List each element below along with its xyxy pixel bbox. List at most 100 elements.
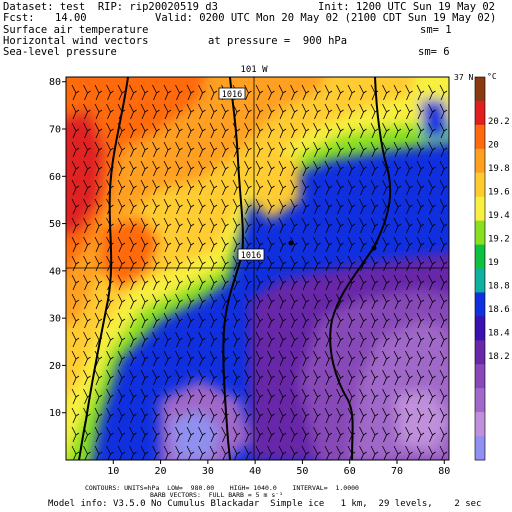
colorbar-swatch: [475, 292, 485, 317]
wind-barb: [232, 312, 241, 329]
wind-barb: [278, 103, 287, 120]
wind-barb: [278, 350, 287, 367]
x-tick-label: 70: [391, 466, 403, 477]
wind-barb: [255, 388, 264, 405]
wind-barb: [290, 445, 298, 460]
wind-barb: [232, 236, 241, 253]
wind-barb: [94, 141, 103, 158]
wind-barb: [439, 426, 448, 443]
wind-barb: [198, 369, 206, 386]
wind-barb: [370, 274, 379, 291]
wind-barb: [359, 293, 367, 310]
wind-barb: [313, 103, 321, 120]
wind-barb: [405, 388, 413, 405]
wind-barb: [152, 350, 160, 367]
wind-barb: [324, 122, 333, 139]
wind-barb: [439, 141, 448, 158]
wind-barb: [405, 255, 413, 272]
wind-barb: [416, 160, 425, 177]
wind-barb: [198, 236, 206, 253]
wind-barb: [347, 236, 356, 253]
wind-barb: [232, 217, 241, 234]
wind-barb: [347, 312, 356, 329]
wind-barb: [255, 122, 264, 139]
wind-barb: [336, 236, 344, 253]
wind-barb: [244, 293, 252, 310]
wind-barb: [336, 350, 344, 367]
wind-barb: [163, 445, 172, 460]
wind-barb: [267, 103, 275, 120]
wind-barb: [175, 179, 183, 196]
wind-barb: [382, 217, 390, 234]
wind-barb: [175, 274, 183, 291]
wind-barb: [152, 160, 160, 177]
wind-barb: [347, 369, 356, 386]
wind-barb: [439, 103, 448, 120]
wind-barb: [324, 160, 333, 177]
wind-barb: [255, 312, 264, 329]
wind-barb: [439, 255, 448, 272]
wind-barb: [117, 426, 126, 443]
wind-barb: [117, 160, 126, 177]
wind-barb: [290, 426, 298, 443]
wind-barb: [370, 331, 379, 348]
wind-barb: [313, 179, 321, 196]
wind-barb: [209, 198, 218, 215]
x-tick-label: 50: [296, 466, 308, 477]
wind-barb: [175, 255, 183, 272]
wind-barb: [393, 407, 402, 424]
wind-barb: [382, 103, 390, 120]
wind-barb: [416, 331, 425, 348]
y-tick-label: 80: [49, 77, 61, 88]
wind-barb: [370, 141, 379, 158]
wind-barb: [71, 388, 80, 405]
wind-barb: [405, 217, 413, 234]
wind-barb: [186, 198, 195, 215]
wind-barb: [152, 179, 160, 196]
wind-barb: [163, 331, 172, 348]
wind-barb: [106, 388, 114, 405]
wind-barb: [267, 407, 275, 424]
wind-barb: [290, 255, 298, 272]
fcst-label: Fcst:: [3, 12, 35, 24]
field-name-1: Surface air temperature: [3, 24, 149, 36]
latitude-label: 37 N: [454, 73, 473, 82]
wind-barb: [83, 103, 91, 120]
wind-barb: [359, 179, 367, 196]
wind-barb: [83, 293, 91, 310]
wind-barb: [359, 141, 367, 158]
wind-barb: [186, 388, 195, 405]
wind-barb: [83, 198, 91, 215]
x-tick-label: 40: [249, 466, 261, 477]
wind-barb: [94, 426, 103, 443]
wind-barb: [244, 312, 252, 329]
wind-barb: [428, 388, 436, 405]
wind-barb: [94, 217, 103, 234]
wind-barb: [278, 407, 287, 424]
wind-barb: [267, 84, 275, 101]
wind-barb: [255, 179, 264, 196]
wind-barb: [129, 407, 137, 424]
wind-barb: [198, 426, 206, 443]
wind-barb: [405, 331, 413, 348]
wind-barb: [278, 160, 287, 177]
wind-barb: [416, 312, 425, 329]
wind-barb: [393, 103, 402, 120]
wind-barb: [140, 331, 149, 348]
wind-barb: [370, 445, 379, 460]
wind-barb: [393, 331, 402, 348]
wind-barb: [301, 160, 310, 177]
wind-barb: [140, 350, 149, 367]
wind-barb: [416, 122, 425, 139]
wind-barb: [129, 274, 137, 291]
wind-barb: [244, 274, 252, 291]
wind-barb: [83, 331, 91, 348]
wind-barb: [71, 312, 80, 329]
wind-barb: [382, 445, 390, 460]
wind-barb: [324, 293, 333, 310]
isobar-1016-center: [222, 77, 244, 460]
wind-barb: [152, 312, 160, 329]
fcst-value: 14.00: [55, 12, 87, 24]
wind-barb: [416, 141, 425, 158]
wind-barb: [209, 369, 218, 386]
